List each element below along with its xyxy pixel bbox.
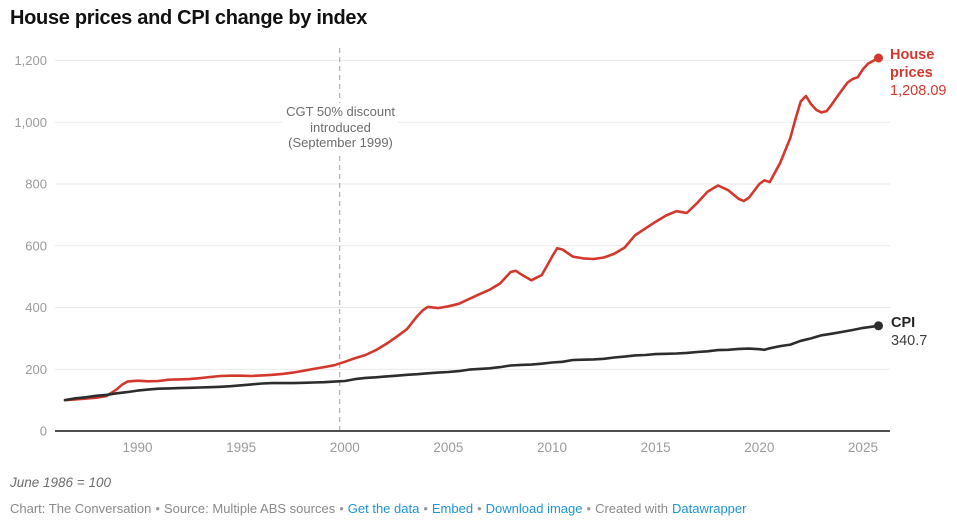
footer-separator: • xyxy=(155,501,160,516)
series-value-cpi: 340.7 xyxy=(891,333,928,349)
y-axis-tick-label: 600 xyxy=(25,238,47,253)
footer-separator: • xyxy=(586,501,592,516)
datawrapper-link[interactable]: Datawrapper xyxy=(672,501,747,516)
footer-separator: • xyxy=(477,501,482,516)
chart-credit: Chart: The Conversation xyxy=(10,501,152,516)
series-line-house-prices[interactable] xyxy=(63,56,880,402)
created-with-label: Created with xyxy=(595,501,669,516)
series-name-house-prices: House prices xyxy=(890,47,935,81)
chart-annotation: CGT 50% discount introduced (September 1… xyxy=(283,103,398,152)
y-axis-tick-label: 1,000 xyxy=(14,115,47,130)
chart-footer: Chart: The Conversation • Source: Multiple… xyxy=(10,501,746,516)
x-axis-tick-label: 1995 xyxy=(226,440,256,455)
series-endpoint-house-prices[interactable] xyxy=(874,53,883,63)
x-axis-tick-label: 2015 xyxy=(641,440,671,455)
y-axis-tick-label: 0 xyxy=(40,424,47,439)
y-axis-tick-label: 1,200 xyxy=(14,53,47,68)
chart-title: House prices and CPI change by index xyxy=(10,7,368,29)
chart-base-note: June 1986 = 100 xyxy=(10,475,111,490)
x-axis-tick-label: 2010 xyxy=(537,440,567,455)
get-the-data-link[interactable]: Get the data xyxy=(347,501,420,516)
x-axis-tick-label: 2020 xyxy=(744,440,774,455)
y-axis-tick-label: 400 xyxy=(25,300,47,315)
download-image-link[interactable]: Download image xyxy=(485,501,583,516)
x-axis-tick-label: 1990 xyxy=(123,440,153,455)
y-axis-tick-label: 200 xyxy=(25,362,47,377)
x-axis-tick-label: 2025 xyxy=(848,440,878,455)
series-label-cpi: CPI 340.7 xyxy=(891,314,927,350)
x-axis-tick-label: 2000 xyxy=(330,440,360,455)
x-axis-tick-label: 2005 xyxy=(433,440,463,455)
chart-source: Source: Multiple ABS sources xyxy=(163,501,336,516)
series-line-cpi[interactable] xyxy=(63,324,880,402)
series-label-house-prices: House prices 1,208.09 xyxy=(890,46,952,100)
y-axis-tick-label: 800 xyxy=(25,177,47,192)
series-value-house-prices: 1,208.09 xyxy=(890,83,947,99)
footer-separator: • xyxy=(339,501,344,516)
embed-link[interactable]: Embed xyxy=(431,501,474,516)
footer-separator: • xyxy=(423,501,428,516)
series-endpoint-cpi[interactable] xyxy=(874,321,883,331)
series-name-cpi: CPI xyxy=(891,315,916,331)
